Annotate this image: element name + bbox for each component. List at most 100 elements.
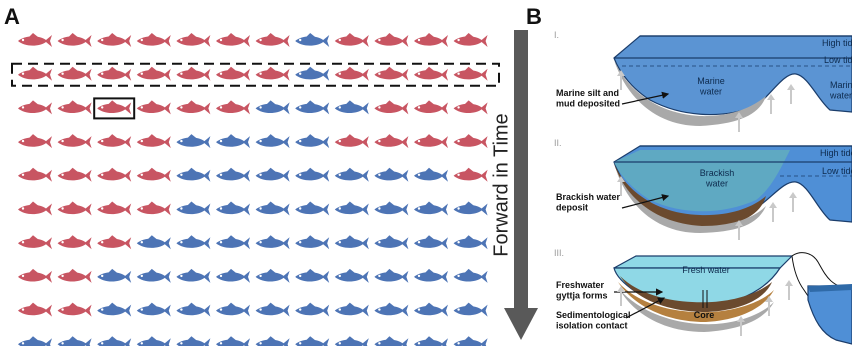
red-fish-icon bbox=[18, 302, 52, 317]
blue-fish-icon bbox=[255, 100, 290, 115]
blue-fish-icon bbox=[414, 235, 448, 250]
red-fish-icon bbox=[18, 100, 52, 115]
red-fish-icon bbox=[57, 100, 92, 115]
blue-fish-icon bbox=[176, 167, 211, 182]
red-fish-icon bbox=[57, 66, 92, 81]
red-fish-icon bbox=[97, 235, 132, 250]
red-fish-icon bbox=[136, 100, 171, 115]
blue-fish-icon bbox=[334, 100, 369, 115]
blue-fish-icon bbox=[374, 167, 409, 182]
stage-numeral: II. bbox=[554, 138, 562, 148]
blue-fish-icon bbox=[255, 336, 290, 346]
blue-fish-icon bbox=[216, 167, 250, 182]
blue-fish-icon bbox=[374, 268, 409, 283]
blue-fish-icon bbox=[334, 336, 369, 346]
deposit-label: Marine silt and mud deposited bbox=[556, 88, 620, 108]
panel-b-letter: B bbox=[526, 4, 542, 29]
highlighted-fish-box bbox=[93, 97, 136, 120]
blue-fish-icon bbox=[453, 268, 488, 283]
red-fish-icon bbox=[136, 201, 171, 216]
blue-fish-icon bbox=[216, 302, 250, 317]
blue-fish-icon bbox=[136, 336, 171, 346]
red-fish-icon bbox=[97, 66, 132, 81]
red-fish-icon bbox=[136, 33, 171, 47]
blue-fish-icon bbox=[216, 134, 250, 149]
blue-fish-icon bbox=[97, 336, 132, 346]
red-fish-icon bbox=[414, 100, 448, 115]
red-fish-icon bbox=[414, 134, 448, 149]
red-fish-icon bbox=[176, 33, 211, 47]
red-fish-icon bbox=[18, 33, 52, 47]
isolation-contact-label: Sedimentological isolation contact bbox=[556, 310, 631, 330]
red-fish-icon bbox=[18, 66, 52, 81]
red-fish-icon bbox=[176, 66, 211, 81]
blue-fish-icon bbox=[334, 235, 369, 250]
stage-numeral: III. bbox=[554, 248, 564, 258]
blue-fish-icon bbox=[57, 336, 92, 346]
blue-fish-icon bbox=[414, 336, 448, 346]
time-axis-label: Forward in Time bbox=[490, 113, 513, 257]
blue-fish-icon bbox=[255, 134, 290, 149]
blue-fish-icon bbox=[176, 302, 211, 317]
blue-fish-icon bbox=[414, 268, 448, 283]
red-fish-icon bbox=[18, 201, 52, 216]
red-fish-icon bbox=[97, 33, 132, 47]
red-fish-icon bbox=[57, 167, 92, 182]
red-fish-icon bbox=[57, 33, 92, 47]
blue-fish-icon bbox=[295, 66, 330, 81]
blue-fish-icon bbox=[414, 302, 448, 317]
blue-fish-icon bbox=[97, 302, 132, 317]
panel-a-letter: A bbox=[4, 4, 20, 29]
red-fish-icon bbox=[334, 134, 369, 149]
blue-fish-icon bbox=[295, 100, 330, 115]
blue-fish-icon bbox=[334, 167, 369, 182]
red-fish-icon bbox=[57, 201, 92, 216]
red-fish-icon bbox=[57, 235, 92, 250]
blue-fish-icon bbox=[176, 201, 211, 216]
blue-fish-icon bbox=[216, 235, 250, 250]
red-fish-icon bbox=[176, 100, 211, 115]
red-fish-icon bbox=[216, 33, 250, 47]
red-fish-icon bbox=[255, 66, 290, 81]
blue-fish-icon bbox=[216, 268, 250, 283]
red-fish-icon bbox=[334, 66, 369, 81]
deposit-label: Freshwater gyttja forms bbox=[556, 280, 608, 300]
blue-fish-icon bbox=[255, 302, 290, 317]
blue-fish-icon bbox=[176, 336, 211, 346]
red-fish-icon bbox=[97, 100, 132, 115]
red-fish-icon bbox=[18, 134, 52, 149]
red-fish-icon bbox=[136, 66, 171, 81]
red-fish-icon bbox=[57, 134, 92, 149]
stage-3: III. Fresh water Freshwater gyttja forms … bbox=[554, 248, 852, 345]
high-tide-label: High tide bbox=[820, 148, 852, 158]
blue-fish-icon bbox=[295, 235, 330, 250]
blue-fish-icon bbox=[255, 235, 290, 250]
low-tide-label: Low tide bbox=[824, 55, 852, 65]
red-fish-icon bbox=[97, 167, 132, 182]
red-fish-icon bbox=[57, 302, 92, 317]
red-fish-icon bbox=[453, 167, 488, 182]
blue-fish-icon bbox=[374, 201, 409, 216]
red-fish-icon bbox=[414, 66, 448, 81]
basin-water-label: Fresh water bbox=[682, 265, 730, 275]
blue-fish-icon bbox=[255, 201, 290, 216]
red-fish-icon bbox=[57, 268, 92, 283]
blue-fish-icon bbox=[295, 336, 330, 346]
blue-fish-icon bbox=[453, 336, 488, 346]
blue-fish-icon bbox=[176, 134, 211, 149]
basin-water-label: Brackish water bbox=[700, 168, 735, 188]
highlighted-row-box bbox=[11, 62, 500, 87]
blue-fish-icon bbox=[295, 134, 330, 149]
red-fish-icon bbox=[453, 100, 488, 115]
blue-fish-icon bbox=[295, 302, 330, 317]
blue-fish-icon bbox=[136, 268, 171, 283]
blue-fish-icon bbox=[374, 235, 409, 250]
blue-fish-icon bbox=[97, 268, 132, 283]
red-fish-icon bbox=[453, 66, 488, 81]
deposit-label: Brackish water deposit bbox=[556, 192, 621, 212]
blue-fish-icon bbox=[136, 235, 171, 250]
blue-fish-icon bbox=[334, 302, 369, 317]
